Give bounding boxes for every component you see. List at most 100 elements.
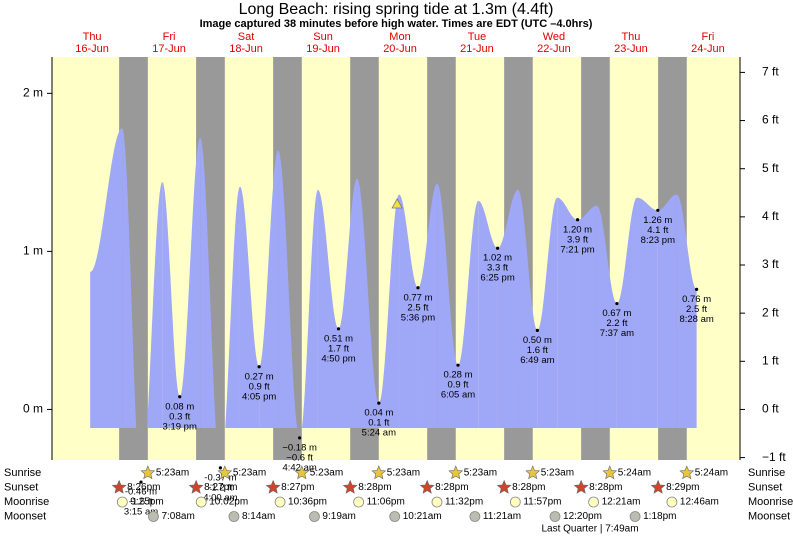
event-time: 9:25pm xyxy=(130,497,163,508)
event-icon xyxy=(509,496,521,508)
tide-time: 8:28 am xyxy=(679,314,713,325)
day-date: 18-Jun xyxy=(229,43,263,55)
tide-point xyxy=(456,363,460,367)
event-icon xyxy=(371,465,387,480)
event-time: 5:23am xyxy=(387,468,420,479)
tide-segment xyxy=(179,137,201,428)
y-tick-label: 0 m xyxy=(23,402,43,416)
tide-time: 4:00 am xyxy=(203,492,237,503)
event-icon xyxy=(111,479,127,494)
tide-height-m: 1.20 m xyxy=(563,224,592,235)
tide-segment xyxy=(378,194,400,428)
event-time: 8:28pm xyxy=(358,482,391,493)
tide-time: 8:23 pm xyxy=(641,235,675,246)
event-icon xyxy=(353,496,365,508)
tide-height-ft: 0.9 ft xyxy=(447,380,468,391)
event-icon xyxy=(116,496,128,508)
tide-segment xyxy=(220,186,240,428)
event-time: 5:23am xyxy=(541,468,574,479)
day-name: Fri xyxy=(163,31,176,43)
day-date: 17-Jun xyxy=(152,43,186,55)
y2-tick-label: −1 ft xyxy=(762,450,786,464)
event-icon xyxy=(448,465,464,480)
row-label: Sunset xyxy=(4,481,38,493)
tide-point xyxy=(139,480,143,484)
tide-height-ft: 2.5 ft xyxy=(407,302,428,313)
day-name: Thu xyxy=(621,31,640,43)
event-icon xyxy=(496,479,512,494)
tide-point xyxy=(615,301,619,306)
day-name: Wed xyxy=(543,31,565,43)
event-icon xyxy=(228,511,240,522)
tide-point xyxy=(377,401,381,405)
tide-height-ft: 2.2 ft xyxy=(606,318,627,329)
tide-segment xyxy=(478,200,498,428)
tide-height-m: 1.26 m xyxy=(643,215,672,226)
chart-title: Long Beach: rising spring tide at 1.3m (… xyxy=(239,1,554,18)
day-date: 20-Jun xyxy=(383,43,417,55)
day-name: Tue xyxy=(468,31,487,43)
event-icon xyxy=(294,465,310,480)
event-icon xyxy=(309,511,320,522)
tide-time: 3:19 pm xyxy=(163,421,197,432)
event-icon xyxy=(679,465,695,480)
y2-tick-label: 0 ft xyxy=(762,402,779,416)
tide-time: 3:15 am xyxy=(124,507,158,518)
tide-segment xyxy=(437,183,459,428)
event-icon xyxy=(148,511,159,522)
tide-segment xyxy=(518,189,538,428)
day-name: Thu xyxy=(83,31,102,43)
event-time: 10:21am xyxy=(403,511,442,522)
tide-time: 5:36 pm xyxy=(401,312,435,323)
tide-height-ft: 0.1 ft xyxy=(368,418,389,429)
day-name: Fri xyxy=(702,31,715,43)
tide-time: 4:05 pm xyxy=(242,391,276,402)
tide-segment xyxy=(577,205,597,428)
tide-segment xyxy=(259,150,279,428)
event-time: 5:23am xyxy=(233,468,266,479)
row-label: Moonset xyxy=(748,510,790,522)
tide-segment xyxy=(338,178,358,428)
tide-height-m: -0.37 m xyxy=(204,472,236,483)
tide-height-ft: -1.2 ft xyxy=(208,482,233,493)
tide-time: 5:24 am xyxy=(362,428,396,439)
event-time: 1:18pm xyxy=(643,511,676,522)
tide-height-m: 0.08 m xyxy=(165,401,194,412)
event-icon xyxy=(265,479,281,494)
current-level xyxy=(391,198,403,209)
row-label: Moonset xyxy=(4,510,46,522)
event-time: 9:19am xyxy=(322,511,355,522)
row-label: Sunrise xyxy=(4,467,41,479)
tide-height-ft: 0.3 ft xyxy=(169,411,190,422)
event-time: 5:23am xyxy=(310,468,343,479)
event-time: 11:06pm xyxy=(367,497,405,508)
tide-segment xyxy=(616,197,638,428)
tide-height-ft: −0.6 ft xyxy=(286,452,313,463)
tide-segment xyxy=(596,205,617,428)
event-time: 12:21am xyxy=(602,497,641,508)
tide-height-m: 1.02 m xyxy=(483,253,512,264)
tide-height-m: 0.76 m xyxy=(682,294,711,305)
y-tick-label: 1 m xyxy=(23,244,43,258)
event-icon xyxy=(274,496,286,508)
day-date: 23-Jun xyxy=(614,43,648,55)
event-icon xyxy=(431,496,443,508)
event-time: 8:28pm xyxy=(589,482,622,493)
event-time: 8:26pm xyxy=(127,482,160,493)
row-label: Moonrise xyxy=(748,496,793,508)
day-name: Sun xyxy=(313,31,333,43)
tide-point xyxy=(575,218,580,222)
event-icon xyxy=(573,479,589,494)
tide-point xyxy=(656,208,660,212)
event-time: 10:02pm xyxy=(209,497,248,508)
event-icon xyxy=(588,496,599,508)
tide-height-m: 0.04 m xyxy=(364,408,393,419)
tide-height-ft: 4.1 ft xyxy=(647,225,668,236)
event-time: 8:27pm xyxy=(281,482,314,493)
event-time: 11:57pm xyxy=(523,497,561,508)
event-time: 5:24am xyxy=(618,468,651,479)
event-time: 11:32pm xyxy=(445,497,483,508)
event-time: 10:36pm xyxy=(288,497,327,508)
tide-point xyxy=(416,286,420,290)
y2-tick-label: 6 ft xyxy=(762,113,779,127)
